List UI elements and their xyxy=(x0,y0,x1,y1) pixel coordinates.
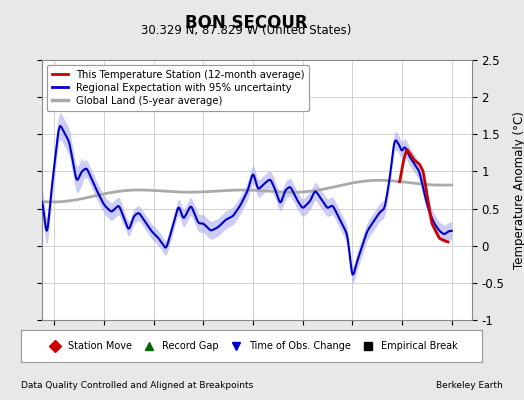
Y-axis label: Temperature Anomaly (°C): Temperature Anomaly (°C) xyxy=(512,111,524,269)
Text: Data Quality Controlled and Aligned at Breakpoints: Data Quality Controlled and Aligned at B… xyxy=(21,381,253,390)
Text: BON SECOUR: BON SECOUR xyxy=(185,14,308,32)
Legend: Station Move, Record Gap, Time of Obs. Change, Empirical Break: Station Move, Record Gap, Time of Obs. C… xyxy=(42,338,461,354)
Text: Berkeley Earth: Berkeley Earth xyxy=(436,381,503,390)
Legend: This Temperature Station (12-month average), Regional Expectation with 95% uncer: This Temperature Station (12-month avera… xyxy=(47,65,309,111)
Text: 30.329 N, 87.829 W (United States): 30.329 N, 87.829 W (United States) xyxy=(141,24,352,37)
